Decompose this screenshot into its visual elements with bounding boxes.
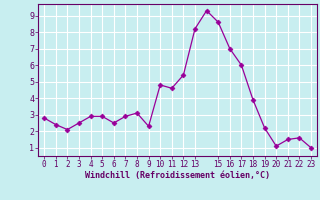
X-axis label: Windchill (Refroidissement éolien,°C): Windchill (Refroidissement éolien,°C) xyxy=(85,171,270,180)
